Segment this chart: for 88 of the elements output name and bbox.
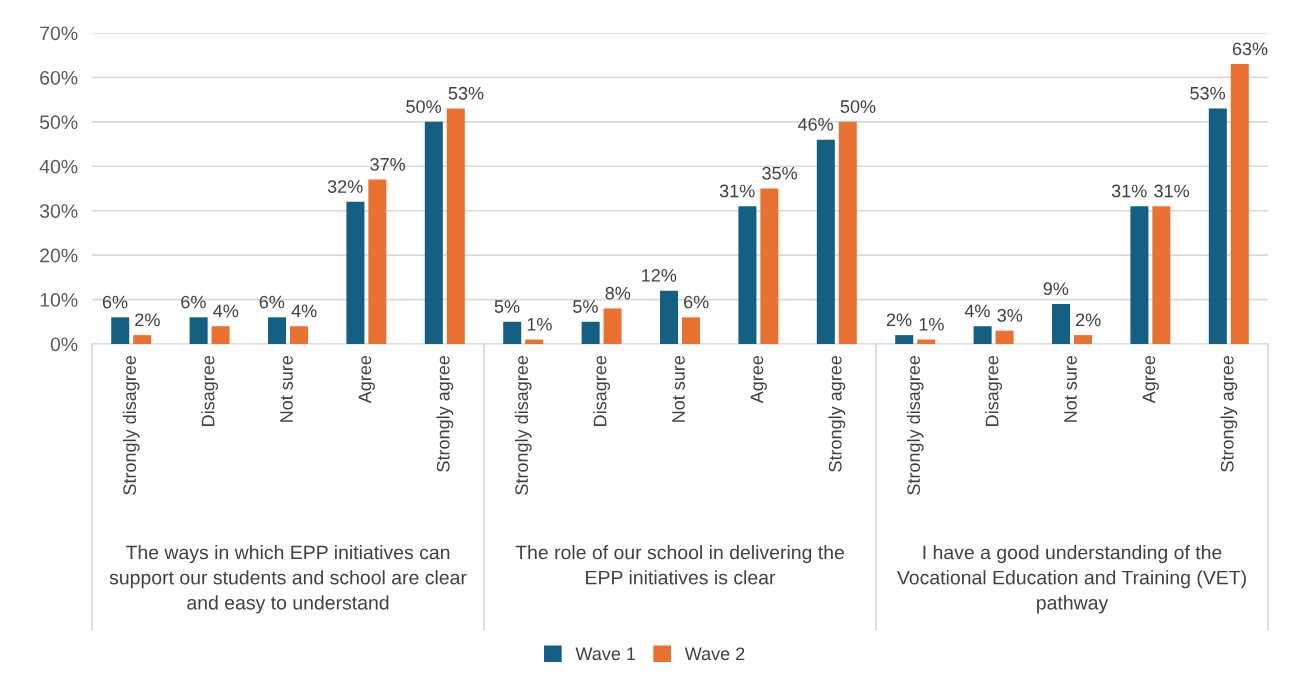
data-label: 1% — [919, 317, 944, 331]
legend-label: Wave 2 — [684, 647, 745, 661]
bar — [1052, 304, 1071, 344]
x-tick-label: Disagree — [201, 355, 219, 426]
y-tick-label: 20% — [40, 248, 78, 263]
data-label: 37% — [370, 157, 406, 171]
x-tick-label: Disagree — [985, 355, 1003, 426]
y-tick-label: 40% — [39, 159, 78, 174]
bar — [1230, 64, 1249, 344]
data-label: 6% — [684, 295, 709, 309]
bar — [581, 321, 600, 344]
data-label: 6% — [259, 295, 285, 309]
data-label: 50% — [406, 100, 442, 113]
bar — [289, 326, 308, 344]
bar — [446, 108, 465, 344]
x-tick-label: Strongly agree — [436, 355, 454, 472]
bar — [995, 330, 1014, 344]
data-label: 46% — [797, 117, 834, 131]
text: I have a good understanding of the Vocational Education and Training (VET) pathway — [896, 545, 1246, 614]
y-tick-label: 10% — [40, 293, 78, 307]
bar — [346, 201, 365, 344]
bar — [760, 188, 779, 344]
x-tick-label: Agree — [750, 355, 767, 404]
bar — [368, 179, 387, 344]
data-label: 2% — [1076, 313, 1101, 327]
data-label: 32% — [327, 180, 363, 193]
bar — [503, 321, 522, 344]
x-tick-label: Agree — [1142, 355, 1159, 404]
x-tick-label: Strongly disagree — [514, 355, 532, 495]
x-tick-label: Not sure — [280, 355, 293, 422]
data-label: 50% — [840, 100, 876, 113]
bar — [111, 317, 130, 344]
bar — [895, 335, 914, 344]
bar — [816, 139, 835, 344]
data-label: 53% — [1190, 86, 1226, 100]
bar — [1208, 108, 1227, 344]
data-label: 2% — [886, 313, 912, 327]
x-tick-label: Agree — [358, 355, 375, 404]
bar — [525, 339, 544, 344]
bar — [660, 290, 679, 344]
data-label: 6% — [181, 295, 206, 309]
legend-label: Wave 1 — [575, 647, 636, 661]
bar — [1073, 335, 1092, 344]
x-tick-label: Not sure — [672, 355, 685, 422]
y-tick-label: 0% — [50, 337, 78, 352]
data-label: 9% — [1043, 282, 1069, 296]
data-label: 4% — [291, 304, 317, 318]
y-tick-label: 60% — [40, 70, 78, 85]
data-label: 1% — [527, 317, 552, 331]
bar — [211, 326, 230, 344]
data-label: 35% — [762, 166, 798, 180]
x-tick-label: Not sure — [1064, 355, 1077, 422]
bar — [738, 206, 757, 344]
y-tick-label: 70% — [40, 26, 78, 41]
x-tick-label: Strongly agree — [828, 355, 846, 472]
data-label: 2% — [135, 313, 160, 327]
y-tick-label: 30% — [39, 204, 78, 218]
text: The role of our school in delivering the EPP initiatives is clear — [515, 545, 844, 585]
text: The ways in which EPP initiatives can support our students and school are clear and easy to understand — [109, 545, 467, 614]
bar — [838, 121, 857, 344]
data-label: 31% — [1154, 184, 1190, 198]
y-tick-label: 50% — [39, 115, 78, 130]
data-label: 31% — [1111, 184, 1147, 198]
data-label: 4% — [964, 304, 990, 318]
data-label: 5% — [573, 300, 598, 313]
bar — [917, 339, 936, 344]
data-label: 53% — [448, 86, 484, 100]
data-label: 63% — [1232, 42, 1268, 56]
bar — [681, 317, 700, 344]
x-tick-label: Strongly disagree — [122, 355, 140, 495]
bar — [603, 308, 622, 344]
x-tick-label: Strongly agree — [1220, 355, 1238, 472]
data-label: 4% — [213, 304, 239, 318]
bar — [424, 121, 443, 344]
bar — [133, 335, 152, 344]
data-label: 12% — [642, 269, 677, 282]
data-label: 3% — [997, 308, 1023, 322]
x-tick-label: Strongly disagree — [906, 355, 924, 495]
data-label: 8% — [605, 286, 631, 300]
bar — [268, 317, 287, 344]
data-label: 6% — [102, 295, 128, 309]
bar — [1152, 206, 1171, 344]
bar — [973, 326, 992, 344]
data-label: 31% — [719, 184, 755, 198]
bar — [189, 317, 208, 344]
data-label: 5% — [494, 300, 520, 313]
bar — [1130, 206, 1149, 344]
x-tick-label: Disagree — [593, 355, 611, 426]
